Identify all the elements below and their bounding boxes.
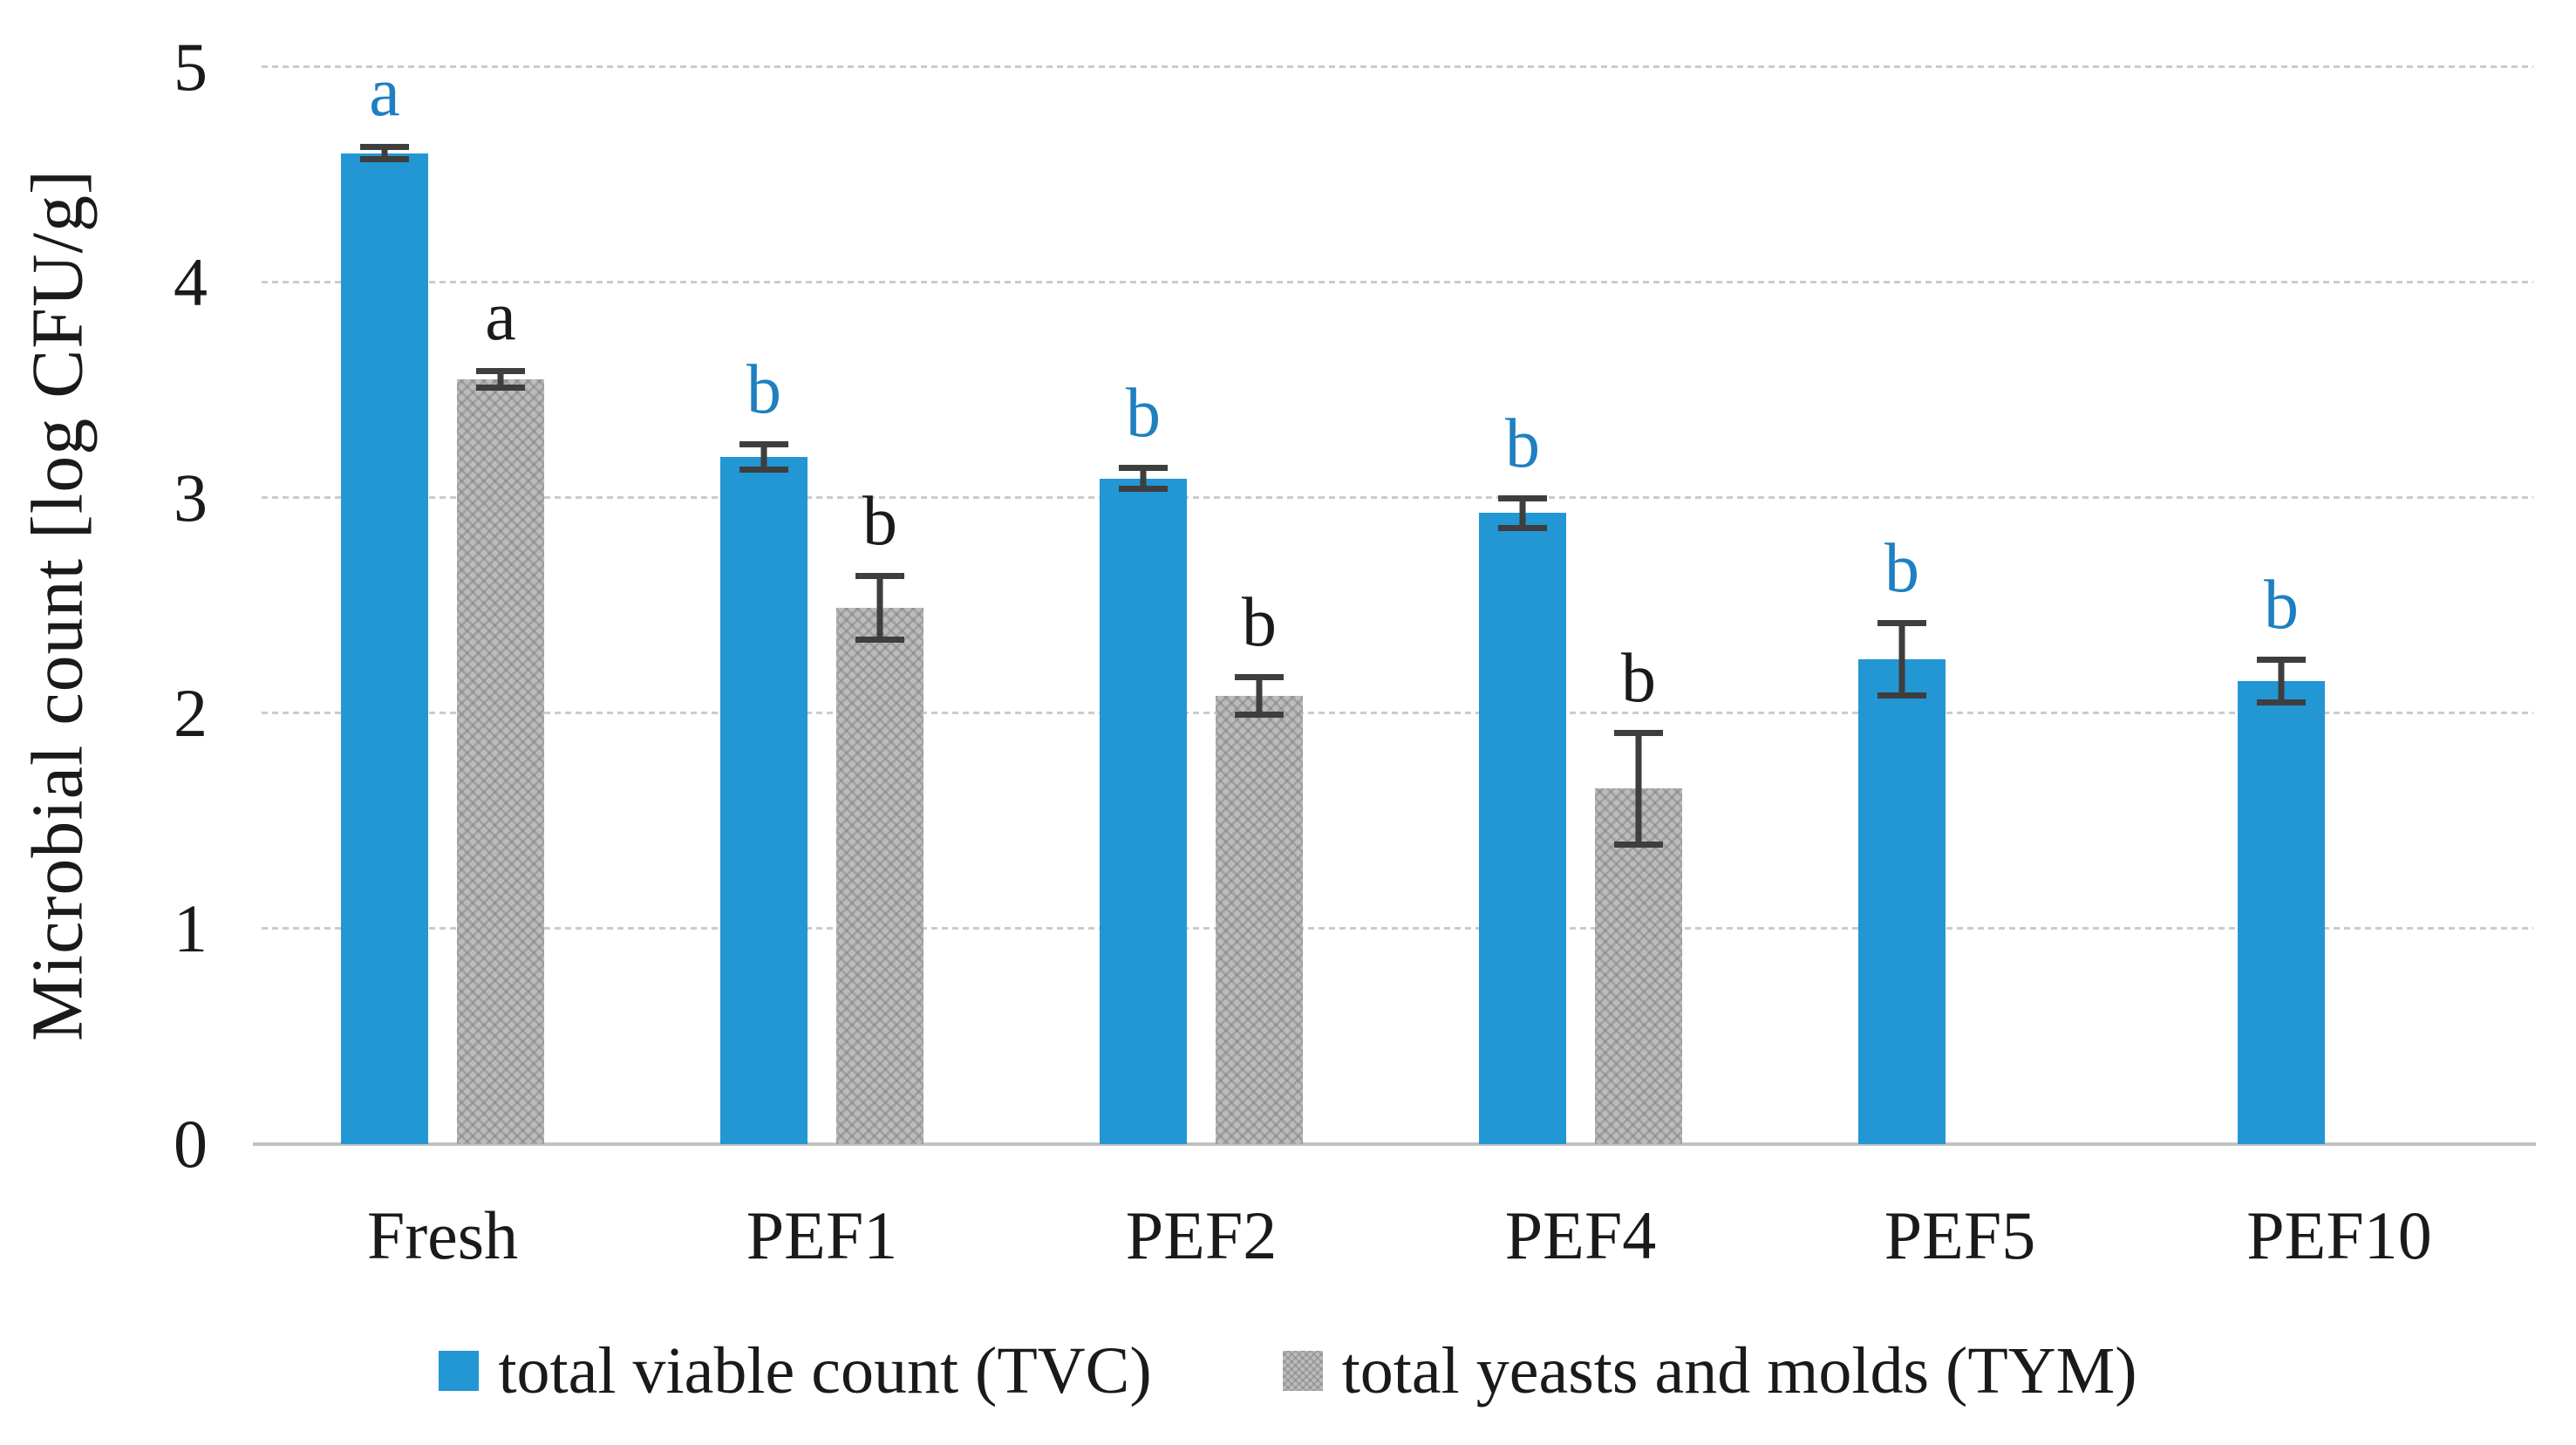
sig-letter: b xyxy=(746,351,781,429)
error-bar-line xyxy=(1140,467,1147,490)
bar-tvc-fresh xyxy=(341,153,428,1144)
gridline-5 xyxy=(262,65,2533,68)
error-bar-line xyxy=(2278,659,2285,703)
sig-letter: b xyxy=(1621,640,1656,718)
error-bar-line xyxy=(497,371,504,389)
error-bar-cap-bottom xyxy=(476,385,525,392)
bar-tym-fresh xyxy=(457,379,544,1144)
error-bar xyxy=(855,572,904,644)
error-bar-cap-top xyxy=(476,368,525,375)
gridline-4 xyxy=(262,281,2533,283)
y-tick-label-3: 3 xyxy=(174,460,208,535)
error-bar xyxy=(1498,495,1547,531)
y-tick-label-0: 0 xyxy=(174,1106,208,1182)
y-tick-label-2: 2 xyxy=(174,675,208,751)
error-bar-cap-top xyxy=(739,441,788,448)
error-bar xyxy=(739,441,788,473)
legend-label-tym: total yeasts and molds (TYM) xyxy=(1341,1333,2137,1408)
legend-item-tvc: total viable count (TVC) xyxy=(439,1333,1152,1409)
error-bar-line xyxy=(1635,733,1642,845)
error-bar xyxy=(1614,730,1663,848)
error-bar-line xyxy=(1256,677,1263,716)
bar-tvc-pef2 xyxy=(1100,478,1187,1144)
error-bar-cap-top xyxy=(1119,465,1168,472)
x-axis-label-pef10: PEF10 xyxy=(2246,1197,2432,1273)
error-bar-cap-bottom xyxy=(1119,486,1168,493)
x-axis-label-pef4: PEF4 xyxy=(1504,1197,1657,1273)
legend-item-tym: total yeasts and molds (TYM) xyxy=(1282,1333,2137,1409)
error-bar xyxy=(1235,674,1284,719)
bar-tym-pef2 xyxy=(1216,696,1303,1144)
error-bar-cap-bottom xyxy=(739,466,788,473)
y-axis-tick-labels: 0 1 2 3 4 5 xyxy=(0,29,208,1182)
error-bar xyxy=(1119,465,1168,493)
legend: total viable count (TVC) total yeasts and… xyxy=(0,1319,2576,1423)
bar-tvc-pef5 xyxy=(1858,659,1946,1144)
gridline-2 xyxy=(262,712,2533,714)
sig-letter: b xyxy=(1884,530,1919,608)
error-bar-cap-bottom xyxy=(1614,841,1663,848)
x-axis-label-pef5: PEF5 xyxy=(1884,1197,2036,1273)
error-bar-line xyxy=(381,147,388,160)
plot-area: a b b b b b a b b b xyxy=(253,54,2536,1146)
gridline-3 xyxy=(262,496,2533,499)
sig-letter: b xyxy=(1242,584,1277,662)
y-tick-label-5: 5 xyxy=(174,29,208,105)
error-bar xyxy=(476,368,525,392)
error-bar xyxy=(1877,620,1926,699)
y-tick-label-1: 1 xyxy=(174,890,208,966)
error-bar-cap-top xyxy=(1498,495,1547,502)
gridline-1 xyxy=(262,927,2533,930)
error-bar-line xyxy=(1898,623,1905,697)
sig-letter: a xyxy=(369,54,400,132)
error-bar-cap-bottom xyxy=(360,156,409,163)
error-bar-line xyxy=(876,575,883,641)
error-bar-line xyxy=(760,444,767,470)
error-bar-cap-top xyxy=(1614,730,1663,737)
error-bar-cap-top xyxy=(1235,674,1284,681)
error-bar xyxy=(2257,657,2306,705)
x-axis-label-pef1: PEF1 xyxy=(746,1197,898,1273)
x-axis-label-pef2: PEF2 xyxy=(1125,1197,1278,1273)
sig-letter: b xyxy=(862,482,897,560)
error-bar-line xyxy=(1519,498,1526,528)
error-bar xyxy=(360,144,409,163)
error-bar-cap-top xyxy=(1877,620,1926,627)
error-bar-cap-top xyxy=(360,144,409,151)
sig-letter: b xyxy=(2264,567,2299,644)
error-bar-cap-bottom xyxy=(1877,692,1926,699)
bar-tvc-pef4 xyxy=(1479,513,1566,1144)
sig-letter: a xyxy=(485,278,516,356)
legend-swatch-tvc xyxy=(439,1351,480,1391)
error-bar-cap-bottom xyxy=(855,637,904,644)
bar-tvc-pef10 xyxy=(2238,680,2325,1144)
x-axis-line xyxy=(253,1142,2536,1146)
error-bar-cap-bottom xyxy=(2257,699,2306,705)
bar-tym-pef1 xyxy=(836,607,923,1144)
error-bar-cap-top xyxy=(2257,657,2306,664)
sig-letter: b xyxy=(1126,375,1161,453)
error-bar-cap-bottom xyxy=(1498,524,1547,531)
error-bar-cap-top xyxy=(855,572,904,579)
x-axis-label-fresh: Fresh xyxy=(366,1197,519,1273)
x-axis-labels: Fresh PEF1 PEF2 PEF4 PEF5 PEF10 xyxy=(253,1188,2529,1292)
legend-label-tvc: total viable count (TVC) xyxy=(498,1333,1152,1408)
y-tick-label-4: 4 xyxy=(174,244,208,320)
bar-tvc-pef1 xyxy=(720,457,808,1144)
sig-letter: b xyxy=(1505,406,1540,482)
error-bar-cap-bottom xyxy=(1235,712,1284,719)
legend-swatch-tym xyxy=(1282,1351,1323,1391)
bar-tym-pef4 xyxy=(1595,788,1682,1144)
